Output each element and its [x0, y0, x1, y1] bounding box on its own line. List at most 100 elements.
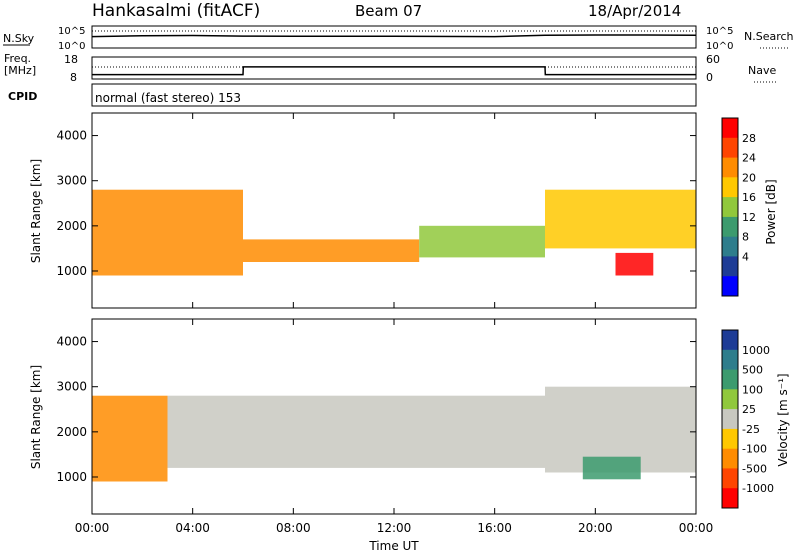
- power-colorbar-cell-4: [722, 197, 738, 218]
- velocity-colorbar-ticks: 1000 500 100 25 -25 -100 -500 -1000: [742, 344, 774, 495]
- velocity-data: [92, 386, 696, 482]
- freq-tick-8: 8: [70, 71, 77, 84]
- cpid-panel: normal (fast stereo) 153 CPID: [8, 83, 697, 107]
- x-axis-label: Time UT: [368, 539, 419, 553]
- freq-panel-frame: [91, 56, 697, 80]
- velocity-y-axis-label: Slant Range [km]: [29, 365, 43, 469]
- beam-title: Beam 07: [355, 2, 422, 20]
- velocity-colorbar-tick-2: 100: [742, 383, 763, 396]
- x-tick-label-1: 04:00: [175, 521, 210, 535]
- velocity-y-tick-label-3000: 3000: [56, 380, 87, 394]
- velocity-y-ticks: 1000 2000 3000 4000: [56, 335, 696, 484]
- cpid-panel-frame: [91, 83, 697, 107]
- power-colorbar-cell-1: [722, 137, 738, 159]
- velocity-colorbar-tick-6: -500: [742, 462, 767, 475]
- noise-sky-line: [91, 34, 697, 38]
- power-colorbar-cell-8: [722, 276, 738, 297]
- velocity-colorbar-tick-1: 500: [742, 364, 763, 377]
- velocity-colorbar-tick-4: -25: [742, 423, 760, 436]
- power-colorbar-tick-1: 24: [742, 152, 756, 165]
- power-band-0: [92, 189, 243, 276]
- power-colorbar: 28 24 20 16 12 8 4 Power [dB]: [721, 117, 778, 297]
- freq-left-label-1: Freq.: [4, 52, 31, 65]
- velocity-colorbar-cell-0: [722, 330, 738, 351]
- freq-line: [92, 66, 696, 76]
- power-x-ticks: [91, 113, 697, 308]
- velocity-colorbar-cell-2: [722, 369, 738, 390]
- power-band-3: [545, 189, 696, 249]
- nave-label: Nave: [748, 64, 776, 77]
- power-band-1: [243, 239, 420, 262]
- power-y-ticks: 1000 2000 3000 4000: [56, 129, 696, 278]
- noise-left-label: N.Sky: [3, 32, 35, 45]
- velocity-colorbar-cell-6: [722, 448, 738, 469]
- x-tick-label-2: 08:00: [276, 521, 311, 535]
- power-colorbar-tick-6: 4: [742, 250, 749, 263]
- noise-tick-left-top: 10^5: [58, 26, 85, 37]
- velocity-colorbar-frame: [721, 329, 739, 509]
- velocity-colorbar-cell-3: [722, 389, 738, 410]
- cpid-label: CPID: [8, 90, 37, 103]
- station-title: Hankasalmi (fitACF): [92, 1, 260, 21]
- power-y-tick-label-2000: 2000: [56, 219, 87, 233]
- velocity-y-tick-label-4000: 4000: [56, 335, 87, 349]
- velocity-colorbar-cell-5: [722, 428, 738, 450]
- nave-tick-60: 60: [706, 53, 720, 66]
- velocity-band-1: [167, 395, 545, 468]
- power-colorbar-label: Power [dB]: [764, 179, 778, 244]
- x-tick-labels: 00:00 04:00 08:00 12:00 16:00 20:00 00:00: [75, 521, 714, 535]
- power-y-tick-label-3000: 3000: [56, 174, 87, 188]
- noise-tick-right-bottom: 10^0: [706, 41, 733, 52]
- power-colorbar-cell-7: [722, 256, 738, 277]
- velocity-colorbar-cells: [722, 330, 738, 509]
- power-colorbar-cells: [722, 118, 738, 297]
- velocity-panel: 1000 2000 3000 4000 Slant Range [km]: [29, 318, 697, 515]
- date-title: 18/Apr/2014: [588, 2, 681, 20]
- x-tick-label-5: 20:00: [578, 521, 613, 535]
- nave-tick-0: 0: [706, 71, 713, 84]
- power-colorbar-ticks: 28 24 20 16 12 8 4: [742, 132, 756, 264]
- velocity-colorbar-tick-5: -100: [742, 443, 767, 456]
- velocity-colorbar-cell-1: [722, 349, 738, 371]
- power-colorbar-cell-2: [722, 157, 738, 178]
- power-colorbar-tick-4: 12: [742, 211, 756, 224]
- x-tick-label-3: 12:00: [377, 521, 412, 535]
- power-colorbar-tick-0: 28: [742, 132, 756, 145]
- velocity-colorbar-cell-8: [722, 488, 738, 509]
- power-y-axis-label: Slant Range [km]: [29, 159, 43, 263]
- power-colorbar-cell-5: [722, 216, 738, 238]
- noise-panel: N.Sky 10^5 10^0 10^5 10^0 N.Search: [3, 25, 794, 52]
- velocity-colorbar-tick-7: -1000: [742, 482, 774, 495]
- power-y-tick-label-1000: 1000: [56, 264, 87, 278]
- power-band-4: [615, 252, 654, 276]
- velocity-x-ticks: [91, 319, 697, 514]
- x-tick-label-0: 00:00: [75, 521, 110, 535]
- power-panel: 1000 2000 3000 4000 Slant Range [km]: [29, 112, 697, 309]
- power-colorbar-tick-3: 16: [742, 191, 756, 204]
- velocity-band-3: [582, 456, 641, 480]
- power-y-tick-label-4000: 4000: [56, 129, 87, 143]
- freq-tick-18: 18: [64, 53, 78, 66]
- power-band-2: [419, 225, 545, 258]
- velocity-colorbar-tick-0: 1000: [742, 344, 770, 357]
- cpid-mode: normal (fast stereo) 153: [95, 91, 241, 105]
- noise-right-label: N.Search: [744, 30, 794, 43]
- power-colorbar-frame: [721, 117, 739, 297]
- x-tick-label-6: 00:00: [679, 521, 714, 535]
- power-colorbar-cell-6: [722, 236, 738, 257]
- velocity-colorbar-cell-7: [722, 468, 738, 489]
- freq-left-label-2: [MHz]: [4, 64, 36, 77]
- velocity-band-0: [92, 395, 168, 482]
- noise-tick-left-bottom: 10^0: [58, 41, 85, 52]
- velocity-colorbar-tick-3: 25: [742, 403, 756, 416]
- velocity-y-tick-label-2000: 2000: [56, 425, 87, 439]
- power-data: [92, 189, 696, 276]
- power-colorbar-cell-0: [722, 118, 738, 139]
- velocity-y-tick-label-1000: 1000: [56, 470, 87, 484]
- power-colorbar-cell-3: [722, 177, 738, 198]
- power-colorbar-tick-5: 8: [742, 231, 749, 244]
- velocity-colorbar-cell-4: [722, 409, 738, 430]
- freq-panel: Freq. [MHz] 18 8 60 0 Nave: [4, 52, 776, 84]
